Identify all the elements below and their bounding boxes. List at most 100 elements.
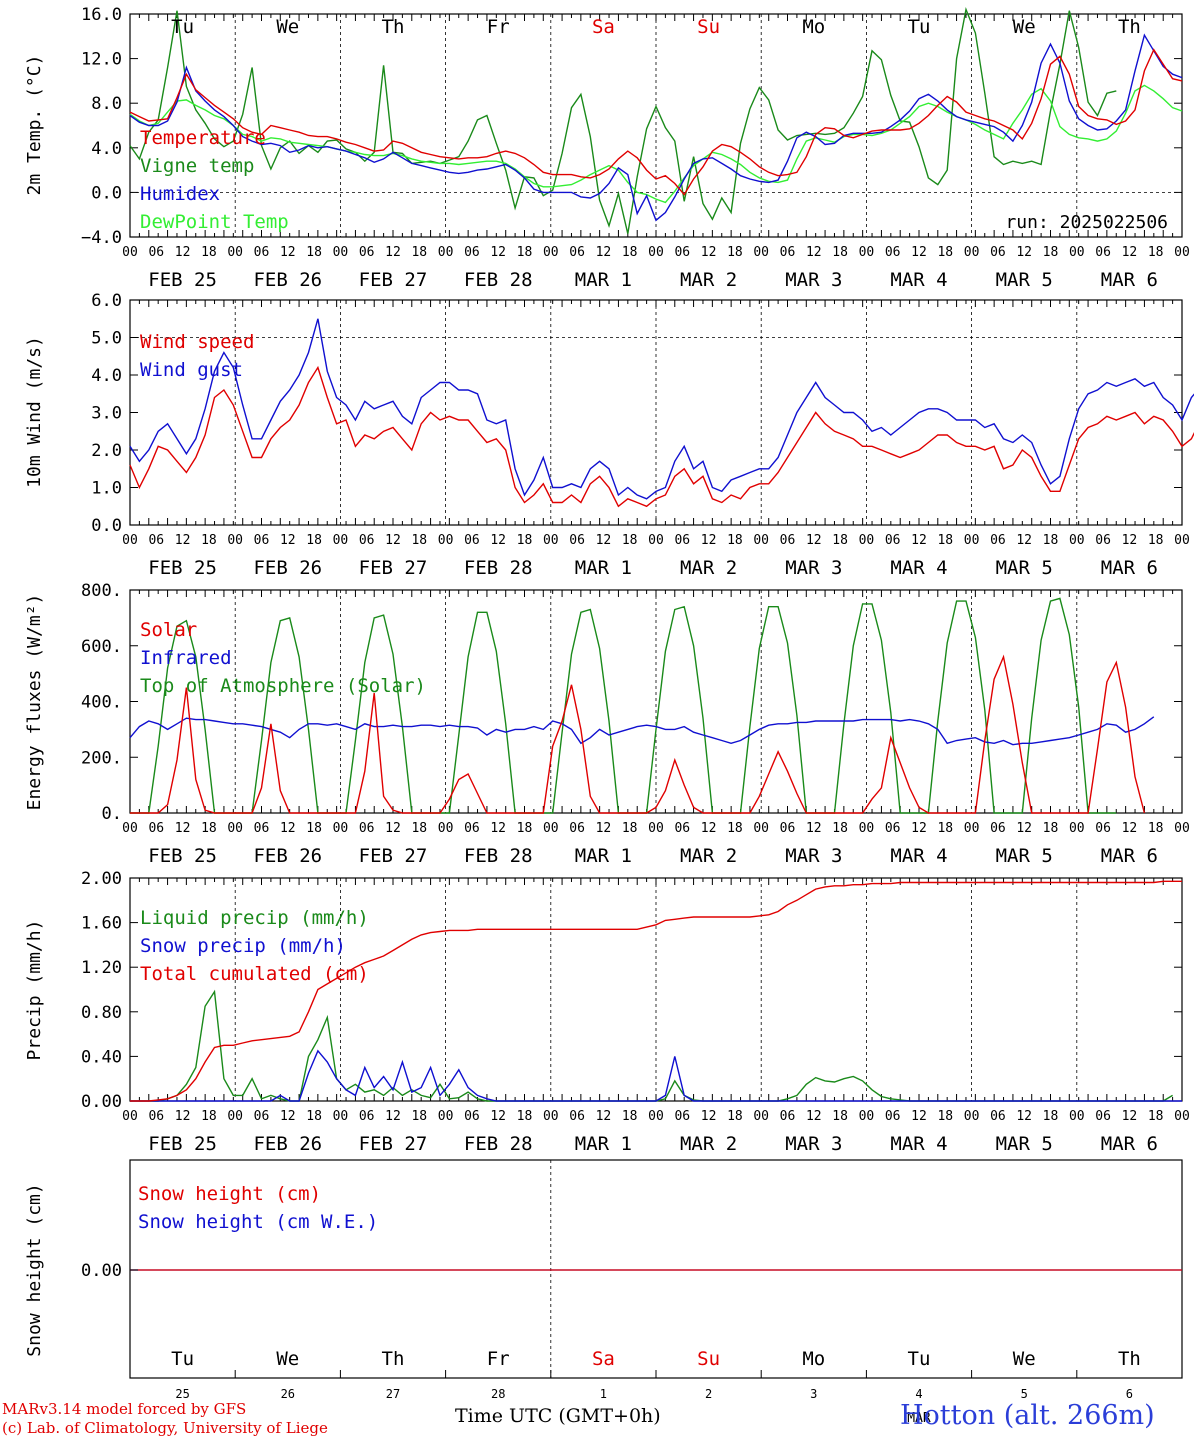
hour-label: 00 [753, 821, 769, 836]
day-number: 27 [386, 1387, 400, 1401]
hour-label: 00 [1069, 821, 1085, 836]
y-tick-label: 400. [81, 693, 122, 713]
y-tick-label: 1.20 [81, 958, 122, 978]
hour-label: 18 [727, 821, 743, 836]
day-number: 28 [491, 1387, 505, 1401]
hour-label: 12 [1122, 245, 1138, 260]
legend-entry: Wind gust [140, 359, 243, 381]
model-credit: MARv3.14 model forced by GFS [2, 1400, 247, 1418]
hour-label: 12 [806, 1109, 822, 1124]
date-label: MAR 6 [1101, 269, 1158, 291]
y-tick-label: 0.0 [91, 183, 122, 203]
hour-label: 18 [832, 821, 848, 836]
hour-label: 18 [1043, 821, 1059, 836]
series-line [130, 597, 1117, 814]
panel-frame [129, 589, 1183, 814]
weekday-label: Tu [908, 1348, 931, 1370]
hour-label: 18 [727, 533, 743, 548]
hour-label: 06 [569, 533, 585, 548]
date-label: MAR 3 [785, 269, 842, 291]
hour-label: 12 [596, 533, 612, 548]
hour-label: 18 [201, 1109, 217, 1124]
hour-label: 06 [674, 245, 690, 260]
series-line [129, 84, 1183, 204]
hour-label: 18 [411, 533, 427, 548]
hour-label: 00 [859, 1109, 875, 1124]
series-line [129, 48, 1183, 196]
weekday-label: Th [382, 16, 405, 38]
y-tick-label: −4.0 [81, 228, 122, 248]
hour-label: 12 [385, 533, 401, 548]
hour-label: 06 [148, 1109, 164, 1124]
hour-label: 12 [1122, 533, 1138, 548]
day-number: 4 [915, 1387, 922, 1401]
hour-label: 00 [648, 533, 664, 548]
y-tick-label: 4.0 [91, 139, 122, 159]
hour-label: 12 [701, 1109, 717, 1124]
hour-label: 18 [1043, 245, 1059, 260]
run-label: run: 2025022506 [1005, 212, 1168, 233]
series-line [130, 654, 1146, 814]
date-label: FEB 27 [359, 557, 428, 579]
hour-label: 00 [753, 533, 769, 548]
hour-label: 12 [280, 1109, 296, 1124]
hour-label: 06 [780, 533, 796, 548]
hour-label: 00 [859, 821, 875, 836]
y-tick-label: 5.0 [91, 329, 122, 349]
date-label: FEB 26 [253, 1133, 322, 1155]
hour-label: 00 [438, 533, 454, 548]
day-number: 3 [810, 1387, 817, 1401]
series-line [129, 33, 1183, 222]
hour-label: 00 [1069, 245, 1085, 260]
hour-label: 18 [832, 245, 848, 260]
hour-label: 18 [1148, 1109, 1164, 1124]
hour-label: 18 [937, 1109, 953, 1124]
hour-label: 18 [622, 533, 638, 548]
weekday-label: We [1013, 16, 1036, 38]
hour-label: 00 [1069, 533, 1085, 548]
hour-label: 06 [1095, 245, 1111, 260]
hour-label: 12 [911, 245, 927, 260]
hour-label: 00 [1174, 1109, 1190, 1124]
y-tick-label: 800. [81, 581, 122, 601]
date-label: MAR 4 [890, 269, 947, 291]
hour-label: 12 [1122, 821, 1138, 836]
hour-label: 18 [411, 245, 427, 260]
hour-label: 00 [438, 245, 454, 260]
y-tick-label: 16.0 [81, 5, 122, 25]
date-label: MAR 1 [575, 1133, 632, 1155]
hour-label: 12 [385, 821, 401, 836]
hour-label: 12 [280, 821, 296, 836]
weekday-label: Mo [802, 1348, 825, 1370]
hour-label: 12 [490, 533, 506, 548]
hour-label: 06 [254, 821, 270, 836]
weekday-label: Fr [487, 1348, 510, 1370]
y-tick-label: 0.00 [81, 1092, 122, 1112]
y-tick-label: 12.0 [81, 50, 122, 70]
legend-entry: Liquid precip (mm/h) [140, 907, 369, 929]
date-label: MAR 4 [890, 845, 947, 867]
hour-label: 18 [306, 821, 322, 836]
legend-entry: Wind speed [140, 331, 254, 353]
date-label: MAR 2 [680, 845, 737, 867]
date-label: FEB 27 [359, 845, 428, 867]
weekday-label: Su [697, 1348, 720, 1370]
hour-label: 12 [701, 821, 717, 836]
hour-label: 00 [859, 533, 875, 548]
panel-frame [129, 13, 1183, 238]
date-label: MAR 2 [680, 1133, 737, 1155]
day-number: 6 [1126, 1387, 1133, 1401]
y-axis-label: Energy fluxes (W/m²) [24, 594, 45, 811]
hour-label: 06 [359, 1109, 375, 1124]
hour-label: 12 [175, 1109, 191, 1124]
hour-label: 00 [227, 245, 243, 260]
date-label: FEB 25 [148, 1133, 217, 1155]
day-number: 25 [175, 1387, 189, 1401]
hour-label: 12 [1122, 1109, 1138, 1124]
hour-label: 00 [122, 821, 138, 836]
date-label: MAR 6 [1101, 845, 1158, 867]
legend-entry: Temperature [140, 127, 266, 149]
hour-label: 06 [148, 245, 164, 260]
date-label: MAR 2 [680, 557, 737, 579]
hour-label: 12 [1016, 533, 1032, 548]
